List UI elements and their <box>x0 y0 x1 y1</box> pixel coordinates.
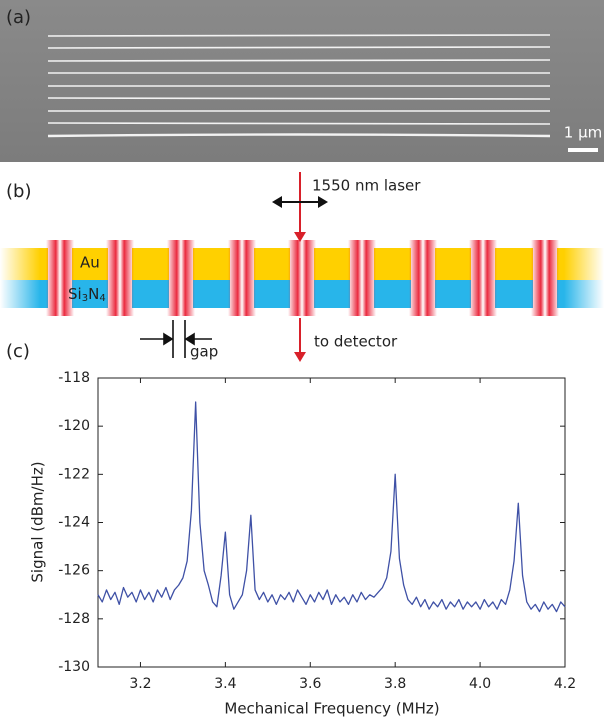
x-tick-label: 3.8 <box>384 676 406 692</box>
gap-label: gap <box>190 343 218 361</box>
panel-label: (b) <box>6 181 31 202</box>
x-tick-label: 3.6 <box>299 676 321 692</box>
y-tick-label: -120 <box>58 418 90 434</box>
y-tick-label: -124 <box>58 515 90 531</box>
optical-mode <box>469 240 497 316</box>
y-tick-label: -122 <box>58 466 90 482</box>
scale-bar <box>568 148 598 152</box>
optical-mode <box>106 240 134 316</box>
optical-mode <box>288 240 316 316</box>
sin-label: Si3N4 <box>68 285 106 305</box>
x-axis-label: Mechanical Frequency (MHz) <box>224 700 439 718</box>
panel-label: (c) <box>6 341 30 362</box>
panel-label: (a) <box>6 7 31 28</box>
laser-label: 1550 nm laser <box>312 177 421 195</box>
x-tick-label: 4.2 <box>554 676 576 692</box>
y-tick-label: -118 <box>58 370 90 386</box>
y-axis-label: Signal (dBm/Hz) <box>29 461 47 582</box>
y-tick-label: -128 <box>58 611 90 627</box>
optical-mode <box>531 240 559 316</box>
optical-mode <box>167 240 195 316</box>
device-schematic <box>0 240 604 316</box>
edge-fade <box>0 240 40 316</box>
detector-label: to detector <box>314 333 398 351</box>
y-tick-label: -126 <box>58 563 90 579</box>
plot-frame <box>97 377 566 668</box>
laser-arrows <box>272 172 328 362</box>
optical-mode <box>228 240 256 316</box>
au-label: Au <box>80 254 100 272</box>
spectrum-line <box>97 401 566 613</box>
x-tick-label: 3.2 <box>129 676 151 692</box>
optical-mode <box>348 240 376 316</box>
x-tick-label: 3.4 <box>214 676 236 692</box>
optical-mode <box>46 240 74 316</box>
optical-mode <box>409 240 437 316</box>
x-tick-label: 4.0 <box>469 676 491 692</box>
sem-image <box>0 0 604 162</box>
gap-marker <box>140 320 212 358</box>
edge-fade <box>564 240 604 316</box>
y-tick-label: -130 <box>58 659 90 675</box>
scale-label: 1 µm <box>564 124 602 142</box>
